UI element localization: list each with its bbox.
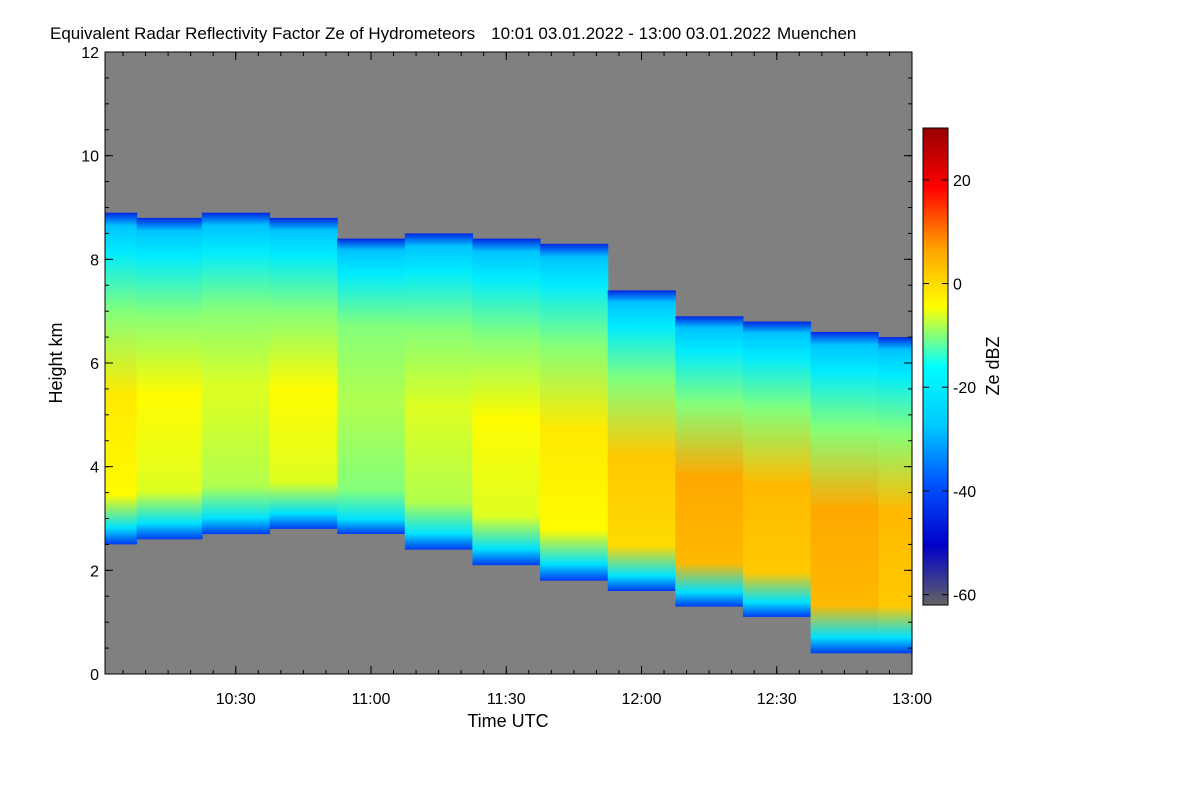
x-tick-label: 12:00 [621, 691, 661, 708]
reflectivity-column [105, 212, 138, 545]
y-axis-title: Height km [46, 322, 66, 403]
reflectivity-column [878, 337, 913, 654]
colorbar-ticks: 20 0 -20 -40 -60 [923, 173, 976, 605]
y-tick-label: 2 [90, 563, 99, 580]
x-tick-label: 10:30 [216, 691, 256, 708]
reflectivity-column [472, 238, 541, 566]
y-tick-label: 12 [81, 45, 99, 62]
colorbar-tick-label: -40 [953, 484, 976, 501]
x-axis-title: Time UTC [467, 711, 548, 731]
colorbar-title: Ze dBZ [983, 336, 1003, 395]
reflectivity-column [742, 321, 812, 617]
colorbar-tick-label: 0 [953, 277, 962, 294]
reflectivity-field [105, 212, 913, 654]
reflectivity-column [810, 331, 879, 654]
x-tick-label: 11:00 [352, 691, 391, 708]
colorbar-tick-label: -60 [953, 588, 976, 605]
chart-title: Equivalent Radar Reflectivity Factor Ze … [50, 24, 856, 43]
colorbar-tick-label: 20 [953, 173, 971, 190]
y-tick-label: 10 [81, 149, 99, 166]
reflectivity-column [337, 238, 406, 534]
x-tick-label: 13:00 [892, 691, 932, 708]
x-axis: 10:30 11:00 11:30 12:00 12:30 13:00 [122, 52, 932, 708]
colorbar [922, 127, 949, 606]
reflectivity-column [404, 233, 473, 550]
reflectivity-column [607, 290, 676, 591]
reflectivity-column [201, 212, 271, 535]
reflectivity-column [269, 217, 338, 529]
x-tick-label: 12:30 [757, 691, 797, 708]
y-tick-label: 0 [90, 667, 99, 684]
y-tick-label: 6 [90, 356, 99, 373]
colorbar-tick-label: -20 [953, 380, 976, 397]
y-axis: 0 2 4 6 8 10 12 [81, 45, 912, 684]
y-tick-label: 4 [90, 460, 99, 477]
y-tick-label: 8 [90, 252, 99, 269]
reflectivity-column [675, 316, 744, 607]
x-tick-label: 11:30 [487, 691, 526, 708]
reflectivity-column [540, 243, 609, 581]
reflectivity-column [136, 217, 203, 540]
